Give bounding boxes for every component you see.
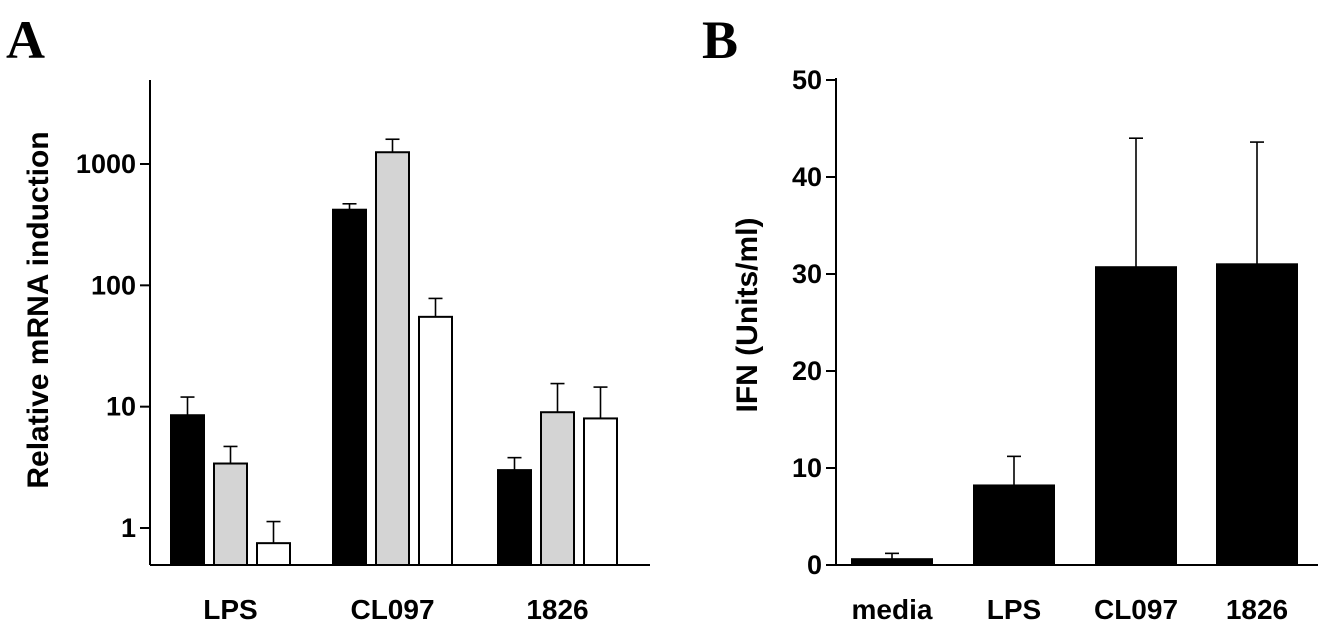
panel-a-bar bbox=[497, 469, 532, 566]
panel-a-bar bbox=[170, 414, 205, 566]
panel-b-y-tick-label: 30 bbox=[792, 259, 822, 289]
panel-b-bar bbox=[1216, 263, 1298, 566]
panel-a-bar bbox=[540, 411, 575, 566]
panel-b-y-axis-title: IFN (Units/ml) bbox=[731, 218, 764, 413]
panel-a-category-label: 1826 bbox=[526, 594, 588, 625]
panel-a-bar bbox=[332, 208, 367, 566]
panel-b-y-tick-label: 0 bbox=[807, 550, 822, 580]
panel-b-y-tick-label: 20 bbox=[792, 356, 822, 386]
panel-a-y-axis-title: Relative mRNA induction bbox=[22, 131, 55, 488]
panel-b-category-label: 1826 bbox=[1226, 594, 1288, 625]
panel-a-category-label: LPS bbox=[203, 594, 257, 625]
panel-b-y-tick-label: 50 bbox=[792, 65, 822, 95]
panel-a-y-tick-label: 1000 bbox=[76, 149, 136, 179]
panel-a-category-label: CL097 bbox=[350, 594, 434, 625]
panel-a-y-tick-label: 10 bbox=[106, 392, 136, 422]
panel-a-bar bbox=[256, 542, 291, 567]
panel-b-category-label: CL097 bbox=[1094, 594, 1178, 625]
panel-a-bar bbox=[213, 462, 248, 566]
panel-b-bar bbox=[973, 484, 1055, 566]
panel-a-y-tick-label: 100 bbox=[91, 270, 136, 300]
panel-b-y-tick-label: 40 bbox=[792, 162, 822, 192]
panel-a-bar bbox=[583, 417, 618, 566]
panel-a: A Relative mRNA induction 1 10 100 1000 LPS C… bbox=[6, 10, 650, 625]
panel-a-bar bbox=[375, 151, 410, 567]
panel-a-y-tick-label: 1 bbox=[121, 513, 136, 543]
panel-b-category-label: media bbox=[852, 594, 933, 625]
panel-b-category-label: LPS bbox=[987, 594, 1041, 625]
panel-a-letter: A bbox=[6, 10, 45, 70]
panel-b-y-tick-label: 10 bbox=[792, 453, 822, 483]
panel-b: B IFN (Units/ml) 0 10 20 30 40 50 media LPS CL09… bbox=[702, 10, 1318, 625]
panel-b-letter: B bbox=[702, 10, 738, 70]
panel-b-bar bbox=[1095, 266, 1177, 566]
panel-b-bar bbox=[851, 558, 933, 566]
panel-a-bar bbox=[418, 315, 453, 566]
